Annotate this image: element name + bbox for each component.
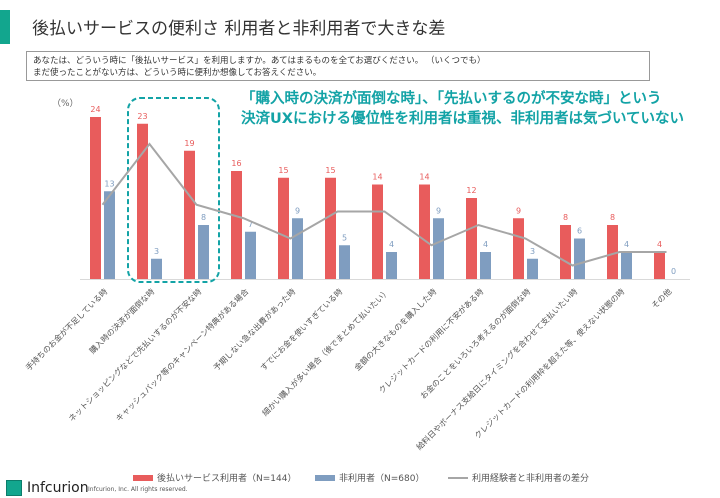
legend-label-nonusers: 非利用者（N=680） [339, 474, 425, 484]
legend-diff: 利用経験者と非利用者の差分 [448, 471, 589, 484]
unit-label: （%） [52, 98, 79, 109]
data-label-users: 16 [231, 159, 241, 168]
highlight-box [127, 97, 220, 283]
legend-swatch-diff [448, 476, 468, 479]
bar-users [466, 198, 477, 279]
data-label-nonusers: 9 [436, 206, 441, 215]
data-label-users: 4 [657, 240, 662, 249]
data-label-users: 14 [419, 173, 429, 182]
data-label-users: 15 [325, 166, 335, 175]
category-label: すでにお金を使いすぎている時 [258, 286, 344, 372]
bar-nonusers [527, 258, 538, 279]
data-label-nonusers: 4 [483, 240, 488, 249]
bar-users [137, 123, 148, 279]
data-label-nonusers: 8 [201, 213, 206, 222]
callout-line-2: 決済UXにおける優位性を利用者は重視、非利用者は気づいていない [241, 111, 685, 127]
callout-text: 「購入時の決済が面倒な時」、「先払いするのが不安な時」という 決済UXにおける優… [241, 89, 684, 129]
data-label-nonusers: 3 [154, 247, 159, 256]
data-label-nonusers: 3 [530, 247, 535, 256]
data-label-nonusers: 4 [624, 240, 629, 249]
bar-users [513, 218, 524, 279]
data-label-users: 8 [563, 213, 568, 222]
bar-nonusers [386, 252, 397, 279]
bar-users [560, 225, 571, 279]
data-label-users: 9 [516, 206, 521, 215]
copyright: Infcurion, Inc. All rights reserved. [88, 486, 188, 493]
data-label-nonusers: 13 [104, 179, 114, 188]
legend-label-diff: 利用経験者と非利用者の差分 [472, 474, 590, 484]
bar-users [607, 225, 618, 279]
category-label: 給料日やボーナス支給日にタイミングを合わせて支払いたい時 [414, 286, 579, 451]
logo-text: Infcurion [27, 480, 89, 496]
bar-nonusers [198, 225, 209, 279]
diff-line [101, 142, 667, 267]
bar-users [325, 177, 336, 279]
bar-nonusers [574, 238, 585, 279]
question-line-2: まだ使ったことがない方は、どういう時に便利か想像してお答えください。 [33, 68, 322, 78]
data-label-nonusers: 7 [248, 220, 253, 229]
bar-users [184, 150, 195, 279]
data-label-users: 14 [372, 173, 382, 182]
bar-nonusers [151, 258, 162, 279]
data-label-users: 24 [90, 105, 100, 114]
legend-nonusers: 非利用者（N=680） [315, 471, 424, 484]
bar-users [278, 177, 289, 279]
legend-users: 後払いサービス利用者（N=144） [133, 471, 296, 484]
logo-mark-icon [6, 480, 22, 496]
question-box: あなたは、どういう時に「後払いサービス」を利用しますか。あてはまるものを全てお選… [26, 51, 650, 81]
data-label-nonusers: 4 [389, 240, 394, 249]
bar-users [372, 184, 383, 279]
data-label-users: 23 [137, 112, 147, 121]
bar-nonusers [104, 191, 115, 279]
category-label: 予期しない急な出費があった時 [211, 286, 297, 372]
bar-nonusers [292, 218, 303, 279]
bar-users [654, 252, 665, 279]
category-label: 手持ちのお金が不足している時 [23, 286, 109, 372]
page-title: 後払いサービスの便利さ 利用者と非利用者で大きな差 [32, 19, 446, 39]
data-label-users: 12 [466, 186, 476, 195]
data-label-nonusers: 9 [295, 206, 300, 215]
bar-users [419, 184, 430, 279]
legend-label-users: 後払いサービス利用者（N=144） [157, 474, 297, 484]
bar-nonusers [480, 252, 491, 279]
bar-users [90, 117, 101, 279]
data-label-users: 8 [610, 213, 615, 222]
data-label-nonusers: 5 [342, 233, 347, 242]
legend-swatch-users [133, 474, 153, 481]
data-label-nonusers: 0 [671, 267, 676, 276]
data-label-nonusers: 6 [577, 227, 582, 236]
bar-users [231, 171, 242, 279]
bar-nonusers [621, 252, 632, 279]
category-label: 金額の大きなものを購入した時 [352, 286, 438, 372]
callout-line-1: 「購入時の決済が面倒な時」、「先払いするのが不安な時」という [241, 91, 662, 107]
category-label: その他 [649, 286, 673, 310]
bar-nonusers [245, 231, 256, 279]
category-label: クレジットカードの利用に不安がある時 [377, 286, 486, 395]
bar-nonusers [339, 245, 350, 279]
data-label-users: 15 [278, 166, 288, 175]
title-accent-bar [0, 10, 10, 44]
data-label-users: 19 [184, 139, 194, 148]
question-line-1: あなたは、どういう時に「後払いサービス」を利用しますか。あてはまるものを全てお選… [33, 56, 486, 66]
bar-nonusers [433, 218, 444, 279]
company-logo: Infcurion [6, 480, 89, 496]
legend-swatch-nonusers [315, 474, 335, 481]
